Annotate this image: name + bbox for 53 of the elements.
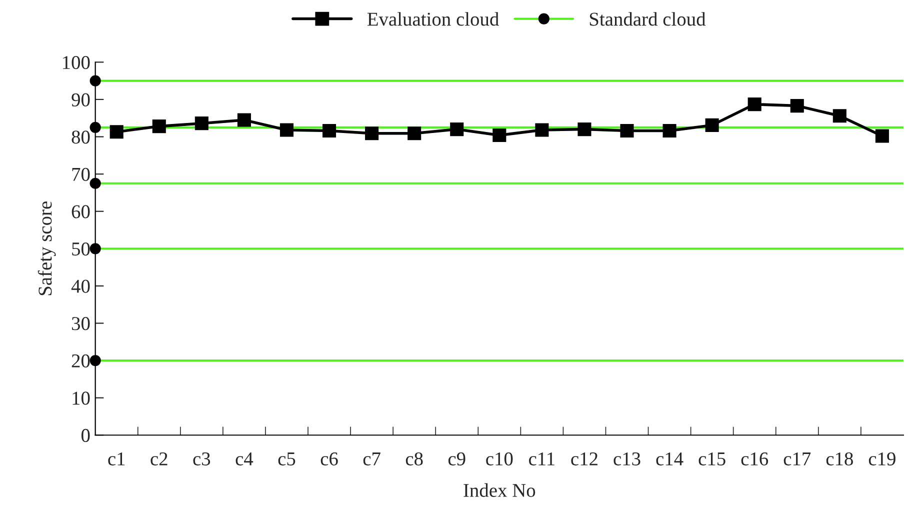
y-tick-label: 0 [82,428,90,442]
y-tick-label: 80 [72,130,90,144]
x-tick-label: c10 [486,452,513,466]
y-tick-label: 60 [72,205,90,218]
y-tick-label: 30 [72,317,90,330]
point [662,124,676,138]
x-tick-label: c2 [150,452,168,466]
point [152,120,166,134]
y-tick-label: 10 [72,392,90,405]
point [790,99,804,113]
y-tick-label: 90 [72,93,90,106]
x-tick-label: c5 [278,452,296,466]
x-tick-label: c3 [193,452,210,466]
point [832,109,846,123]
y-tick-label: 70 [72,168,90,181]
point [280,123,294,137]
point [450,122,464,136]
x-tick-label: c4 [236,452,254,466]
y-tick-label: 40 [71,280,90,293]
point [408,126,422,140]
x-tick-label: c11 [529,452,554,466]
point [620,124,634,138]
y-tick-label: 100 [63,56,90,70]
x-tick-label: c17 [784,452,811,466]
x-tick-label: c12 [571,452,598,466]
y-tick-label: 20 [72,354,90,368]
point [365,126,379,140]
x-tick-label: c1 [108,452,125,466]
point [322,124,336,138]
x-tick-label: c14 [656,452,684,466]
point [492,128,506,142]
x-tick-label: c19 [868,452,896,466]
y-tick-label: 50 [72,242,90,256]
x-tick-label: c13 [614,452,640,466]
x-tick-label: c8 [406,452,423,466]
y-axis-title: Safety score [38,202,56,296]
point [748,98,762,112]
point [875,129,889,143]
x-tick-label: c15 [698,452,726,466]
legend-label: Evaluation cloud [367,12,499,26]
point [578,122,592,136]
point [194,116,208,130]
x-tick-label: c18 [826,452,853,466]
x-tick-label: c7 [363,452,380,466]
x-tick-label: c6 [320,452,338,466]
point [705,118,719,132]
point [535,123,549,137]
point [110,125,124,139]
x-axis-title: Index No [464,483,536,497]
point [237,113,251,127]
legend-label: Standard cloud [590,12,706,26]
x-tick-label: c9 [448,452,466,466]
x-tick-label: c16 [741,452,768,466]
